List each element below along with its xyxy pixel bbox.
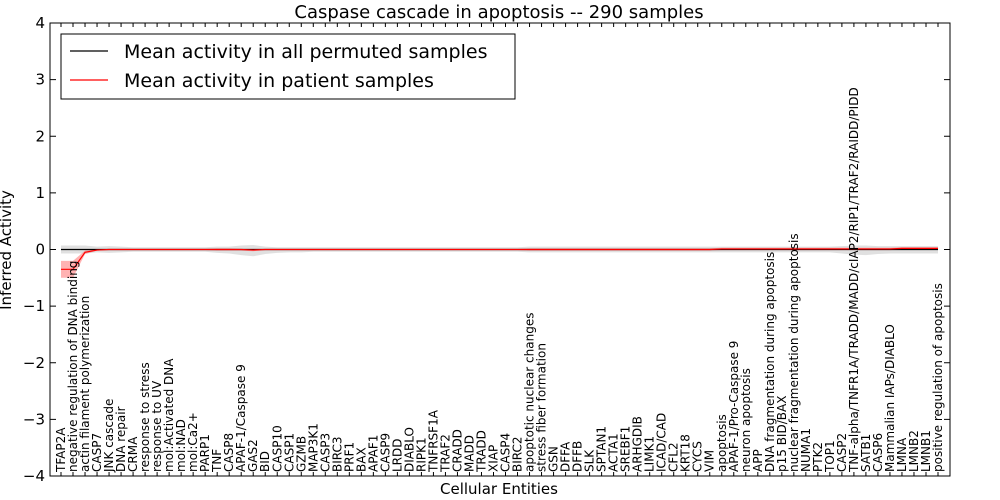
x-tick-label: APAF-1/Pro-Caspase 9: [727, 341, 741, 472]
x-tick-label: TNF: [210, 449, 224, 473]
x-tick-label: apoptotic nuclear changes: [523, 313, 537, 472]
confidence-bands: [61, 244, 938, 278]
series-lines: [61, 247, 938, 270]
x-tick-label: LMNB1: [919, 430, 933, 472]
x-tick-label: TOP1: [823, 440, 837, 473]
y-tick-label: −4: [23, 467, 45, 485]
x-tick-label: SATB1: [859, 434, 873, 472]
x-tick-label: LIMK1: [643, 436, 657, 472]
x-tick-label: CASP8: [222, 433, 236, 472]
y-tick-label: −1: [23, 297, 45, 315]
x-tick-label: DNA fragmentation during apoptosis: [763, 252, 777, 472]
x-tick-label: Mammalian IAPs/DIABLO: [883, 324, 897, 472]
x-tick-label: CRADD: [450, 429, 464, 472]
x-tick-label: CASP1: [282, 433, 296, 472]
x-tick-label: p15 BID/BAX: [775, 396, 789, 472]
line-series-2: [61, 247, 938, 270]
x-tick-label: SPTAN1: [595, 426, 609, 472]
x-tick-label: CASP6: [871, 433, 885, 472]
x-tick-label: CASP9: [378, 433, 392, 472]
legend-label-1: Mean activity in all permuted samples: [124, 41, 487, 63]
x-tick-label: LMNA: [895, 437, 909, 472]
x-tick-label: BID: [258, 451, 272, 472]
legend: Mean activity in all permuted samples Mea…: [60, 33, 516, 100]
x-tick-label: APP: [751, 449, 765, 472]
x-tick-label: TNF-alpha/TNFR1A/TRADD/MADD/cIAP2/RIP1/T…: [847, 87, 861, 473]
band-series-1: [61, 244, 938, 257]
legend-box: [60, 33, 516, 100]
y-tick-label: 2: [35, 127, 45, 145]
y-tick-label: 3: [35, 71, 45, 89]
x-tick-label: GZMB: [294, 436, 308, 472]
x-tick-label: neuron apoptosis: [739, 368, 753, 472]
chart-title: Caspase cascade in apoptosis -- 290 samp…: [294, 2, 703, 23]
x-tick-label: JNK cascade: [102, 399, 116, 473]
x-tick-label: MADD: [462, 435, 476, 472]
x-tick-label: VIM: [703, 450, 717, 472]
x-tick-label: CRMA: [126, 436, 140, 472]
y-axis-ticks: −4 −3 −2 −1 0 1 2 3 4: [23, 14, 950, 485]
x-tick-label: mol:Ca2+: [186, 412, 200, 472]
x-tick-label: ARHGDIB: [631, 416, 645, 472]
x-tick-label: ACTA1: [607, 433, 621, 472]
x-tick-label: CASP10: [270, 425, 284, 472]
x-tick-label: CASP4: [499, 433, 513, 472]
x-tick-label: GAS2: [246, 439, 260, 472]
x-tick-label: TRADD: [474, 430, 488, 473]
x-tick-label: CYCS: [691, 441, 705, 472]
x-tick-label: LMNB2: [907, 430, 921, 472]
x-tick-label: PTK2: [811, 442, 825, 472]
x-tick-label: DIABLO: [402, 427, 416, 472]
x-tick-label: DNA repair: [114, 406, 128, 472]
x-tick-label: SLK: [583, 449, 597, 472]
x-tick-label: APAF-1/Caspase 9: [234, 364, 248, 472]
x-tick-label: BAX: [354, 447, 368, 472]
x-tick-label: BIRC2: [511, 436, 525, 472]
x-tick-label: PARP1: [198, 434, 212, 472]
y-tick-label: 4: [35, 14, 45, 32]
x-tick-label: nuclear fragmentation during apoptosis: [787, 233, 801, 472]
x-tick-label: positive regulation of apoptosis: [931, 283, 945, 472]
x-tick-label: MAP3K1: [306, 423, 320, 472]
y-axis-label: Inferred Activity: [0, 190, 15, 310]
x-tick-label: PRF1: [342, 442, 356, 472]
x-tick-label: CFL2: [667, 442, 681, 472]
x-tick-label: apoptosis: [715, 414, 729, 472]
y-tick-label: 0: [35, 241, 45, 259]
x-tick-label: TRAF2: [438, 434, 452, 473]
x-tick-label: mol:NAD: [174, 419, 188, 472]
x-tick-label: TNFRSF1A: [426, 409, 440, 473]
x-tick-label: APAF1: [366, 435, 380, 472]
x-tick-label: response to UV: [150, 380, 164, 472]
x-tick-label: mol:Activated DNA: [162, 358, 176, 472]
x-tick-label: BIRC3: [330, 436, 344, 472]
x-tick-label: GSN: [547, 446, 561, 472]
x-tick-label: stress fiber formation: [535, 343, 549, 472]
y-tick-label: −2: [23, 354, 45, 372]
x-axis-label: Cellular Entities: [440, 480, 558, 498]
x-tick-label: KRT18: [679, 434, 693, 472]
x-tick-label: CASP3: [318, 433, 332, 472]
x-tick-label: LRDD: [390, 438, 404, 472]
x-tick-label: CASP7: [90, 433, 104, 472]
x-tick-label: RIPK1: [414, 437, 428, 472]
legend-label-2: Mean activity in patient samples: [124, 70, 434, 92]
y-tick-label: −3: [23, 410, 45, 428]
y-tick-label: 1: [35, 184, 45, 202]
x-tick-label: negative regulation of DNA binding: [66, 261, 80, 472]
x-tick-label: NUMA1: [799, 428, 813, 472]
x-tick-label: CASP2: [835, 433, 849, 472]
x-tick-label: response to stress: [138, 362, 152, 472]
x-tick-label: TFAP2A: [54, 427, 68, 473]
x-tick-label: SREBF1: [619, 426, 633, 472]
x-tick-label: XIAP: [486, 445, 500, 472]
x-tick-label: ICAD/CAD: [655, 413, 669, 472]
x-tick-label: actin filament polymerization: [78, 296, 92, 472]
x-tick-label: DFFB: [571, 441, 585, 472]
x-tick-label: DFFA: [559, 441, 573, 472]
